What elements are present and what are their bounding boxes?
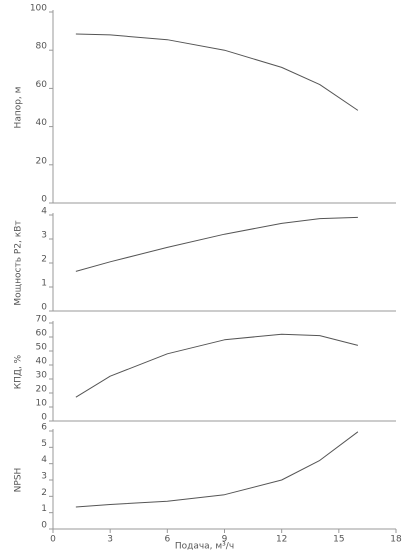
x-tick-label: 9 — [222, 535, 228, 545]
y-axis-label: Мощность P2, кВт — [14, 220, 24, 305]
y-tick-label: 0 — [41, 413, 47, 423]
curve — [75, 33, 359, 111]
y-tick-label: 20 — [36, 385, 48, 395]
y-axis-label: КПД, % — [14, 354, 24, 389]
x-tick-label: 12 — [276, 535, 287, 545]
x-tick-label: 6 — [164, 535, 170, 545]
y-tick-label: 4 — [41, 455, 47, 465]
x-axis-label: Подача, м³/ч — [175, 542, 234, 552]
curve — [75, 431, 359, 508]
y-tick-label: 70 — [36, 315, 48, 325]
y-axis-label: Напор, м — [14, 87, 24, 129]
y-tick-label: 2 — [41, 488, 47, 498]
y-tick-label: 1 — [41, 279, 47, 289]
y-tick-label: 4 — [41, 207, 47, 217]
y-axis-label: NPSH — [14, 468, 24, 493]
y-tick-label: 40 — [36, 118, 48, 128]
y-tick-label: 0 — [41, 303, 47, 313]
x-tick-label: 15 — [333, 535, 344, 545]
y-tick-label: 100 — [30, 4, 47, 14]
y-tick-label: 60 — [36, 80, 48, 90]
y-tick-label: 40 — [36, 357, 48, 367]
y-tick-label: 6 — [41, 423, 47, 433]
y-tick-label: 3 — [41, 472, 47, 482]
curve — [75, 216, 358, 272]
y-tick-label: 5 — [41, 439, 47, 449]
y-tick-label: 0 — [41, 195, 47, 205]
y-tick-label: 0 — [41, 521, 47, 531]
y-tick-label: 20 — [36, 156, 48, 166]
y-tick-label: 10 — [36, 399, 48, 409]
y-tick-label: 2 — [41, 255, 47, 265]
x-tick-label: 18 — [390, 535, 402, 545]
curve — [75, 333, 359, 398]
x-tick-label: 0 — [50, 535, 56, 545]
y-tick-label: 60 — [36, 329, 48, 339]
y-tick-label: 50 — [36, 343, 48, 353]
y-tick-label: 1 — [41, 504, 47, 514]
x-tick-label: 3 — [107, 535, 113, 545]
y-tick-label: 80 — [36, 42, 48, 52]
y-tick-label: 30 — [36, 371, 48, 381]
y-tick-label: 3 — [41, 231, 47, 241]
